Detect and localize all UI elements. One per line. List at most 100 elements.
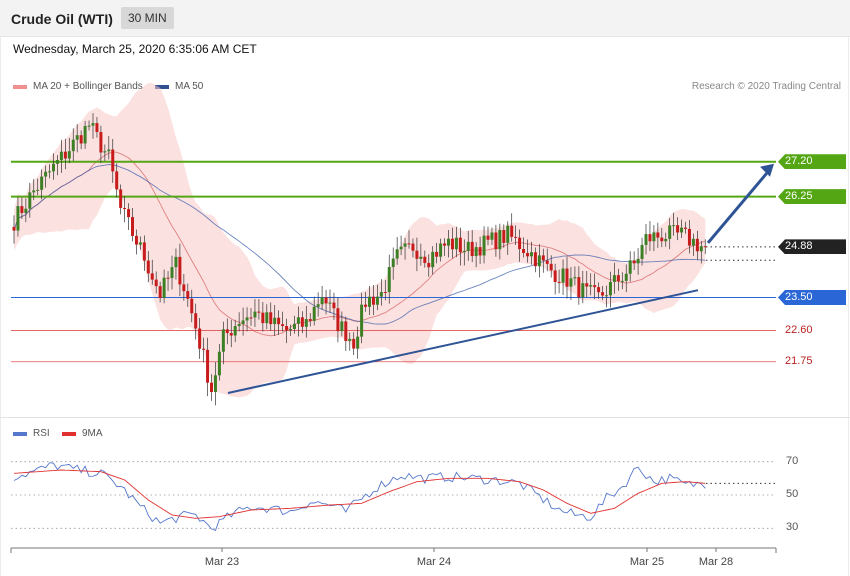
- chart-header: Crude Oil (WTI) 30 MIN: [0, 0, 850, 37]
- candle-body: [229, 333, 233, 336]
- projection-arrow-head: [760, 163, 774, 177]
- candle-body: [364, 304, 368, 307]
- price-label-22-60: 22.60: [785, 323, 813, 336]
- candle-body: [158, 286, 162, 299]
- candle-body: [312, 306, 316, 321]
- candle-body: [486, 235, 490, 240]
- ma50-line: [13, 164, 706, 325]
- rsi-ma-line: [13, 469, 706, 519]
- candle-body: [529, 252, 533, 257]
- candle-body: [466, 241, 470, 251]
- candle-body: [664, 238, 668, 242]
- candle-body: [703, 246, 707, 248]
- rsi-tick-label: 50: [786, 488, 799, 500]
- candle-body: [447, 238, 450, 246]
- candle-body: [87, 125, 91, 127]
- candle-body: [506, 225, 510, 243]
- candle-body: [549, 263, 553, 271]
- candle-body: [585, 283, 589, 287]
- candle-body: [624, 273, 628, 281]
- candle-body: [320, 297, 324, 305]
- candle-body: [83, 126, 87, 144]
- candle-body: [435, 251, 439, 257]
- candle-body: [522, 249, 526, 253]
- candle-body: [474, 247, 478, 257]
- candle-body: [462, 250, 466, 253]
- candle-body: [162, 277, 166, 299]
- candle-body: [150, 273, 154, 280]
- candle-body: [545, 260, 549, 264]
- candle-body: [332, 302, 336, 309]
- candle-body: [379, 291, 383, 297]
- candle-body: [273, 317, 277, 325]
- candle-body: [612, 275, 616, 282]
- candle-body: [16, 206, 20, 231]
- candle-body: [593, 285, 597, 288]
- candle-body: [336, 308, 340, 332]
- candle-body: [277, 317, 281, 325]
- candle-body: [91, 123, 95, 126]
- candle-body: [24, 208, 28, 213]
- candle-body: [285, 326, 289, 331]
- x-axis-label: Mar 25: [629, 556, 665, 568]
- price-label-21-75: 21.75: [785, 354, 813, 367]
- rsi-swatch: [13, 431, 27, 436]
- candle-body: [146, 260, 150, 274]
- timeframe-badge[interactable]: 30 MIN: [121, 7, 174, 29]
- copyright-text: Research © 2020 Trading Central: [691, 81, 841, 92]
- candle-body: [672, 225, 676, 227]
- candle-body: [20, 206, 24, 213]
- candle-body: [198, 328, 202, 349]
- candle-body: [640, 244, 644, 259]
- candle-body: [119, 189, 123, 208]
- candle-body: [391, 258, 395, 268]
- rsi-line: [13, 462, 706, 531]
- candle-body: [439, 243, 443, 257]
- candle-body: [261, 312, 265, 324]
- candle-body: [450, 238, 454, 250]
- candle-body: [553, 270, 557, 283]
- candle-body: [518, 237, 522, 250]
- candle-body: [44, 171, 48, 177]
- candle-body: [71, 139, 75, 152]
- candle-body: [75, 135, 79, 140]
- candle-body: [684, 227, 687, 229]
- candle-body: [131, 217, 134, 236]
- candle-body: [221, 329, 225, 352]
- candle-body: [620, 280, 624, 282]
- x-axis-label: Mar 28: [698, 556, 734, 568]
- candle-body: [360, 304, 364, 337]
- candle-body: [36, 189, 40, 191]
- candle-body: [636, 258, 640, 264]
- candle-body: [186, 291, 190, 299]
- candle-body: [233, 326, 237, 336]
- candle-body: [387, 267, 391, 293]
- candle-body: [498, 230, 502, 250]
- legend-9ma: 9MA: [62, 428, 103, 439]
- candle-body: [399, 246, 403, 250]
- candle-body: [138, 242, 142, 245]
- candle-body: [249, 317, 253, 319]
- legend-9ma-label: 9MA: [82, 428, 103, 439]
- candle-body: [371, 296, 375, 305]
- candle-body: [569, 278, 573, 287]
- candle-body: [308, 319, 312, 321]
- candle-body: [423, 256, 427, 263]
- candle-body: [344, 321, 348, 341]
- candle-body: [95, 123, 99, 133]
- candle-body: [292, 323, 296, 330]
- chart-frame: [0, 36, 849, 576]
- legend-ma20: MA 20 + Bollinger Bands: [13, 81, 143, 92]
- candle-body: [269, 312, 273, 325]
- instrument-title: Crude Oil (WTI): [11, 11, 113, 27]
- candle-body: [395, 249, 399, 259]
- candle-body: [695, 238, 699, 252]
- candle-body: [482, 235, 486, 256]
- candle-body: [652, 232, 656, 242]
- candle-body: [537, 255, 541, 267]
- candle-body: [565, 268, 569, 287]
- ma50-swatch: [155, 84, 169, 89]
- candle-body: [443, 243, 447, 246]
- candle-body: [411, 243, 415, 251]
